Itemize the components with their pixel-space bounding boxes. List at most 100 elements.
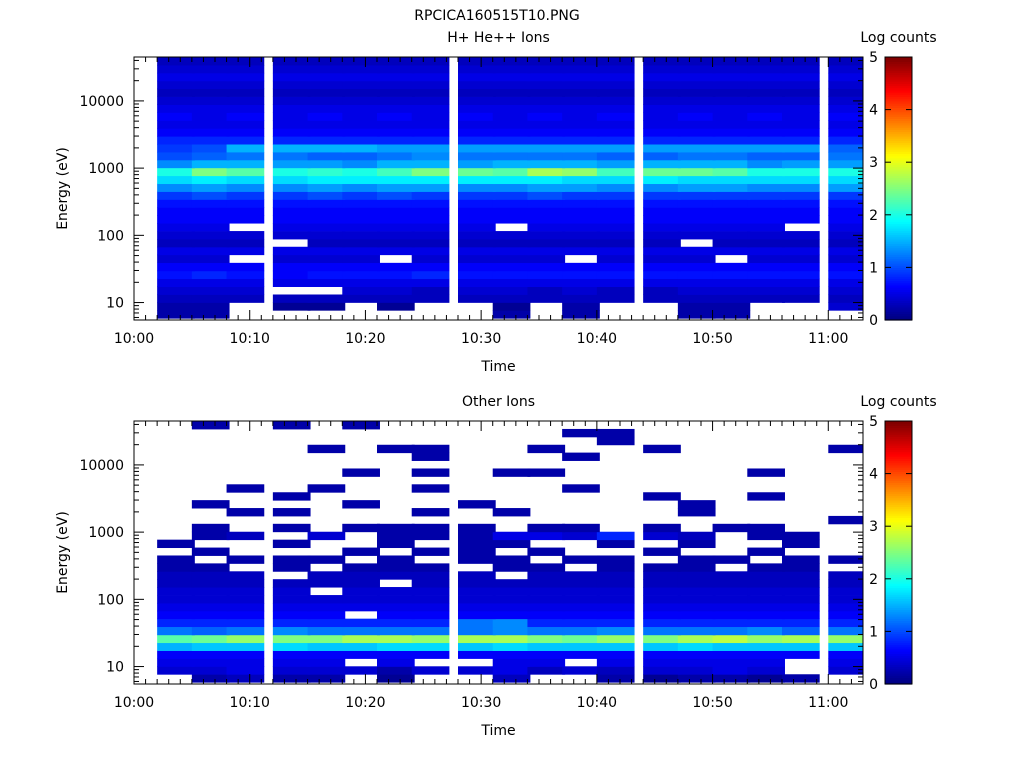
heatmap-cell xyxy=(712,610,751,620)
heatmap-cell xyxy=(596,571,635,580)
heatmap-cell xyxy=(643,294,681,303)
heatmap-cell xyxy=(458,120,496,129)
heatmap-cell xyxy=(191,128,230,137)
colorbar-band xyxy=(885,83,912,87)
heatmap-cell xyxy=(828,602,864,612)
heatmap-cell xyxy=(677,310,716,319)
heatmap-cell xyxy=(157,96,195,105)
heatmap-cell xyxy=(527,595,566,604)
heatmap-cell xyxy=(458,167,496,177)
heatmap-cell xyxy=(157,618,195,628)
heatmap-cell xyxy=(226,642,265,651)
colorbar-band xyxy=(885,456,912,459)
heatmap-cell xyxy=(712,112,751,121)
heatmap-cell xyxy=(226,96,265,105)
heatmap-cell xyxy=(226,634,265,644)
heatmap-cell xyxy=(492,175,531,185)
colorbar-band xyxy=(885,210,912,214)
heatmap-cell xyxy=(342,294,380,303)
heatmap-cell xyxy=(458,199,496,208)
heatmap-cell xyxy=(747,587,785,596)
heatmap-cell xyxy=(342,278,380,287)
colorbar-band xyxy=(885,92,912,95)
heatmap-cell xyxy=(342,207,380,216)
heatmap-cell xyxy=(643,626,681,636)
heatmap-cell xyxy=(342,144,380,153)
heatmap-cell xyxy=(712,294,751,303)
heatmap-cell xyxy=(226,88,265,97)
heatmap-cell xyxy=(458,294,496,303)
heatmap-cell xyxy=(191,610,230,620)
colorbar-band xyxy=(885,502,912,505)
heatmap-cell xyxy=(677,579,716,588)
heatmap-cell xyxy=(643,112,681,121)
heatmap-cell xyxy=(712,167,751,177)
heatmap-cell xyxy=(411,278,450,287)
heatmap-cell xyxy=(782,88,820,97)
colorbar-band xyxy=(885,607,912,611)
colorbar-band xyxy=(885,295,912,299)
heatmap-cell xyxy=(643,531,681,541)
heatmap-cell xyxy=(828,144,864,153)
heatmap-cell xyxy=(643,618,681,628)
heatmap-cell xyxy=(747,167,785,177)
heatmap-cell xyxy=(643,167,681,177)
heatmap-cell xyxy=(527,144,566,153)
heatmap-cell xyxy=(562,262,600,272)
heatmap-cell xyxy=(272,112,311,121)
heatmap-cell xyxy=(782,602,820,612)
heatmap-cell xyxy=(677,215,716,224)
colorbar-band xyxy=(885,510,912,514)
colorbar-band xyxy=(885,530,912,534)
heatmap-cell xyxy=(492,128,531,137)
heatmap-cell xyxy=(191,72,230,82)
heatmap-cell xyxy=(527,262,566,272)
colorbar-band xyxy=(885,298,912,301)
heatmap-cell xyxy=(377,650,415,659)
heatmap-cell xyxy=(527,88,566,97)
colorbar-band xyxy=(885,282,912,286)
colorbar-band xyxy=(885,59,912,62)
heatmap-cell xyxy=(527,112,566,121)
heatmap-cell xyxy=(596,57,635,66)
colorbar-frame xyxy=(884,56,913,321)
heatmap-cell xyxy=(226,610,265,620)
heatmap-cell xyxy=(272,207,311,216)
heatmap-cell xyxy=(527,104,566,113)
heatmap-cell xyxy=(307,595,346,604)
heatmap-cell xyxy=(307,610,346,620)
colorbar-band xyxy=(885,570,912,573)
heatmap-cell xyxy=(307,215,346,224)
x-tick-label: 10:10 xyxy=(230,331,270,347)
heatmap-cell xyxy=(828,294,864,303)
colorbar-band xyxy=(885,434,912,437)
heatmap-cell xyxy=(677,642,716,651)
x-tick-label: 10:00 xyxy=(114,695,154,711)
colorbar-band xyxy=(885,524,912,527)
heatmap-cell xyxy=(596,587,635,596)
heatmap-cell xyxy=(712,302,751,311)
heatmap-cell xyxy=(562,120,600,129)
heatmap-cell xyxy=(677,666,716,675)
colorbar-band xyxy=(885,504,912,508)
heatmap-cell xyxy=(377,96,415,105)
heatmap-cell xyxy=(272,175,311,185)
heatmap-cell xyxy=(782,151,820,161)
heatmap-cell xyxy=(377,610,415,620)
heatmap-cell xyxy=(747,531,785,541)
heatmap-cell xyxy=(226,80,265,90)
heatmap-cell xyxy=(596,286,635,295)
heatmap-cell xyxy=(492,650,531,659)
heatmap-cell xyxy=(492,508,531,517)
heatmap-cell xyxy=(272,634,311,644)
heatmap-cell xyxy=(226,650,265,659)
heatmap-cell xyxy=(712,523,751,533)
colorbar-band xyxy=(885,157,912,161)
heatmap-cell xyxy=(596,563,635,572)
heatmap-cell xyxy=(377,238,415,248)
heatmap-cell xyxy=(191,618,230,628)
heatmap-cell xyxy=(157,246,195,256)
heatmap-cell xyxy=(596,215,635,224)
heatmap-cell xyxy=(828,151,864,161)
heatmap-cell xyxy=(677,80,716,90)
